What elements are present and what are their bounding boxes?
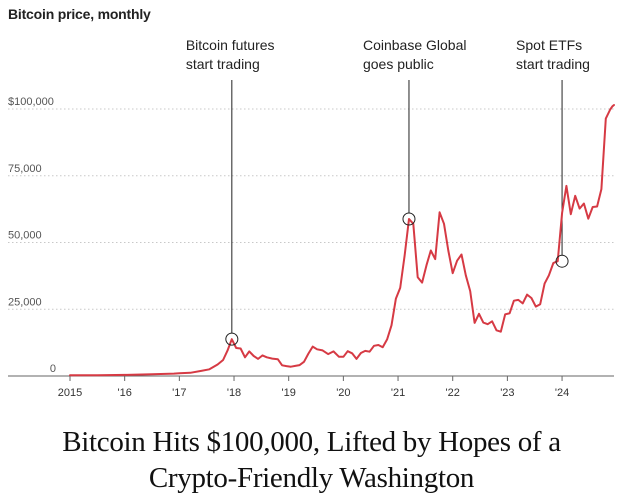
x-tick-label: '18	[227, 387, 241, 399]
x-tick-label: '20	[336, 387, 350, 399]
annotation-markers	[225, 212, 569, 346]
price-series	[69, 104, 615, 377]
x-tick-label: '17	[172, 387, 186, 399]
x-axis-ticks: 2015 '16 '17 '18 '19 '20 '21 '22 '23 '24	[58, 376, 569, 399]
annotation-label: Spot ETFs	[516, 37, 582, 53]
series-line	[69, 104, 615, 377]
x-tick-label: '16	[118, 387, 132, 399]
headline-line-1: Bitcoin Hits $100,000, Lifted by Hopes o…	[62, 426, 561, 458]
x-tick-label: '19	[282, 387, 296, 399]
annotation-label: Coinbase Global	[363, 37, 467, 53]
annotation-label: Bitcoin futures	[186, 37, 275, 53]
annotation-label: start trading	[516, 56, 590, 72]
annotation-marker	[225, 332, 239, 346]
annotation-marker	[555, 254, 569, 268]
y-tick-label: 25,000	[8, 296, 42, 308]
y-tick-label: 75,000	[8, 163, 42, 175]
gridlines	[8, 108, 614, 310]
headline: Bitcoin Hits $100,000, Lifted by Hopes o…	[0, 424, 623, 496]
y-tick-label: 50,000	[8, 230, 42, 242]
x-tick-label: 2015	[58, 387, 82, 399]
x-tick-label: '22	[446, 387, 460, 399]
annotation-marker	[402, 212, 416, 226]
y-axis-ticks: 0 25,000 50,000 75,000 $100,000	[8, 96, 56, 375]
chart-title: Bitcoin price, monthly	[8, 6, 151, 22]
line-chart: Bitcoin futures start trading Coinbase Glo…	[8, 37, 615, 399]
annotation-label: goes public	[363, 56, 434, 72]
x-tick-label: '24	[555, 387, 569, 399]
annotations: Bitcoin futures start trading Coinbase Glo…	[186, 37, 590, 334]
y-tick-label: $100,000	[8, 96, 54, 108]
x-tick-label: '21	[391, 387, 405, 399]
x-tick-label: '23	[500, 387, 514, 399]
annotation-label: start trading	[186, 56, 260, 72]
y-tick-label: 0	[50, 363, 56, 375]
headline-line-2: Crypto-Friendly Washington	[148, 462, 475, 494]
